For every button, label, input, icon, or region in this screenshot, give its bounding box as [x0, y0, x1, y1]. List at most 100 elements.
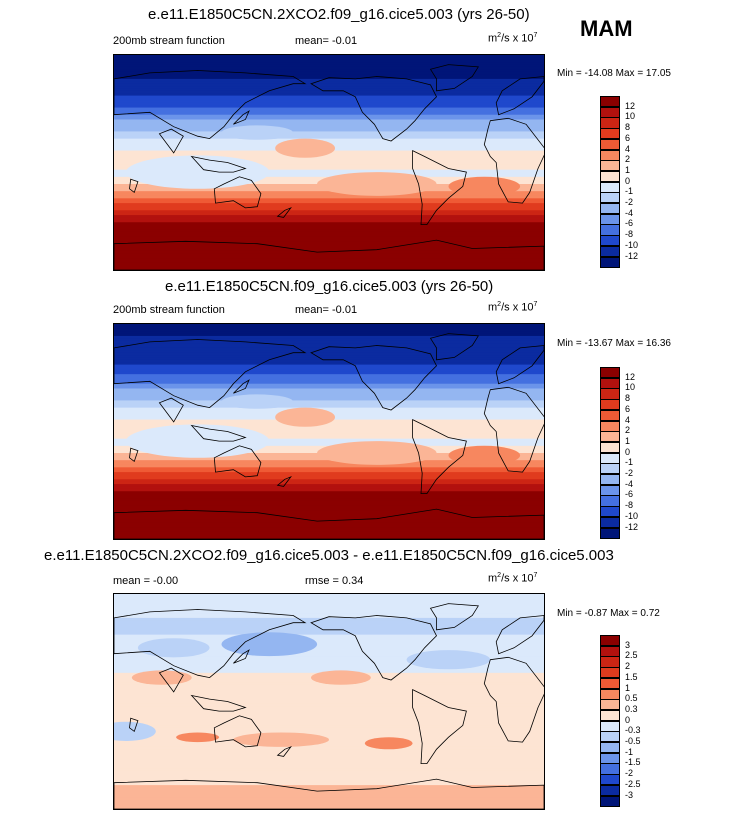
field-band	[114, 510, 544, 514]
colorbar-tick-label: -8	[625, 229, 634, 240]
field-band	[114, 751, 544, 755]
field-band	[114, 443, 544, 447]
colorbar-tick-label: 10	[625, 111, 636, 122]
coastline	[495, 615, 544, 655]
colorbar-tick-label: -1.5	[625, 757, 641, 768]
coastline	[190, 155, 247, 173]
field-band	[114, 505, 544, 509]
map-svg	[114, 324, 544, 539]
colorbar-swatch	[600, 138, 620, 150]
colorbar-tick-label: -1	[625, 457, 634, 468]
field-anomaly	[176, 732, 220, 743]
field-band	[114, 742, 544, 746]
field-anomaly	[233, 732, 329, 747]
field-band	[114, 744, 544, 748]
field-band	[114, 799, 544, 803]
field-band	[114, 720, 544, 724]
colorbar-tick-label: -6	[625, 489, 634, 500]
field-band	[114, 660, 544, 664]
field-band	[114, 383, 544, 387]
map-svg	[114, 55, 544, 270]
field-band	[114, 723, 544, 726]
field-band	[114, 157, 544, 161]
field-band	[114, 393, 544, 397]
field-band	[114, 98, 544, 101]
coastline	[114, 778, 544, 809]
field-band	[114, 324, 544, 327]
field-band	[114, 691, 544, 695]
field-band	[114, 215, 544, 219]
colorbar-swatch	[600, 170, 620, 183]
field-band	[114, 441, 544, 445]
rmse-label: rmse = 0.34	[305, 575, 364, 587]
colorbar-tick-label: 10	[625, 382, 636, 393]
colorbar-swatch	[600, 224, 620, 236]
coastline	[276, 206, 292, 218]
coastline	[213, 176, 262, 209]
field-band	[114, 789, 544, 793]
field-band	[114, 248, 544, 252]
field-band	[114, 792, 544, 796]
field-band	[114, 648, 544, 652]
units-label: m2/s x 107	[488, 572, 538, 585]
field-band	[114, 234, 544, 238]
field-band	[114, 222, 544, 226]
colorbar-tick-label: 0.3	[625, 703, 638, 714]
field-band	[114, 265, 544, 269]
coastline	[276, 475, 292, 487]
field-band	[114, 109, 544, 113]
field-band	[114, 424, 544, 428]
colorbar-tick-label: -8	[625, 500, 634, 511]
field-anomaly	[448, 445, 521, 465]
field-band	[114, 126, 544, 130]
field-band	[114, 656, 544, 660]
field-band	[114, 797, 544, 801]
field-band	[114, 357, 544, 361]
field-band	[114, 479, 544, 483]
field-band	[114, 634, 544, 638]
field-band	[114, 665, 544, 669]
field-band	[114, 763, 544, 767]
colorbar-swatch	[600, 656, 620, 668]
field-band	[114, 608, 544, 612]
field-band	[114, 436, 544, 440]
field-band	[114, 78, 544, 82]
field-band	[114, 200, 544, 204]
coastline	[233, 110, 250, 125]
colorbar-swatch	[600, 256, 620, 268]
field-band	[114, 167, 544, 171]
field-anomaly	[311, 670, 371, 685]
colorbar-tick-label: -3	[625, 789, 634, 800]
units-label: m2/s x 107	[488, 301, 538, 314]
colorbar-swatch	[600, 106, 620, 118]
field-anomaly	[364, 737, 413, 750]
field-band	[114, 124, 544, 128]
coastline	[129, 447, 139, 463]
field-band	[114, 57, 544, 61]
field-band	[114, 727, 544, 731]
field-band	[114, 515, 544, 519]
field-band	[114, 500, 544, 504]
field-band	[114, 534, 544, 538]
colorbar-tick-label: -4	[625, 478, 634, 489]
field-band	[114, 203, 544, 207]
field-band	[114, 780, 544, 784]
field-anomaly	[448, 176, 521, 196]
field-band	[114, 507, 544, 511]
colorbar-tick-label: 1	[625, 164, 631, 175]
coastline	[429, 64, 479, 92]
field-band	[114, 119, 544, 123]
coastline	[190, 694, 247, 712]
field-band	[114, 376, 544, 380]
colorbar-tick-label: -1	[625, 746, 634, 757]
field-anomaly	[125, 155, 270, 189]
panel-title: e.e11.E1850C5CN.f09_g16.cice5.003 (yrs 2…	[165, 278, 494, 295]
coastline	[429, 603, 479, 631]
colorbar-swatch	[600, 484, 620, 496]
field-band	[114, 462, 544, 466]
field-band	[114, 102, 544, 106]
field-band	[114, 801, 544, 805]
colorbar-swatch	[600, 795, 620, 807]
colorbar-tick-label: 6	[625, 403, 631, 414]
field-band	[114, 224, 544, 228]
